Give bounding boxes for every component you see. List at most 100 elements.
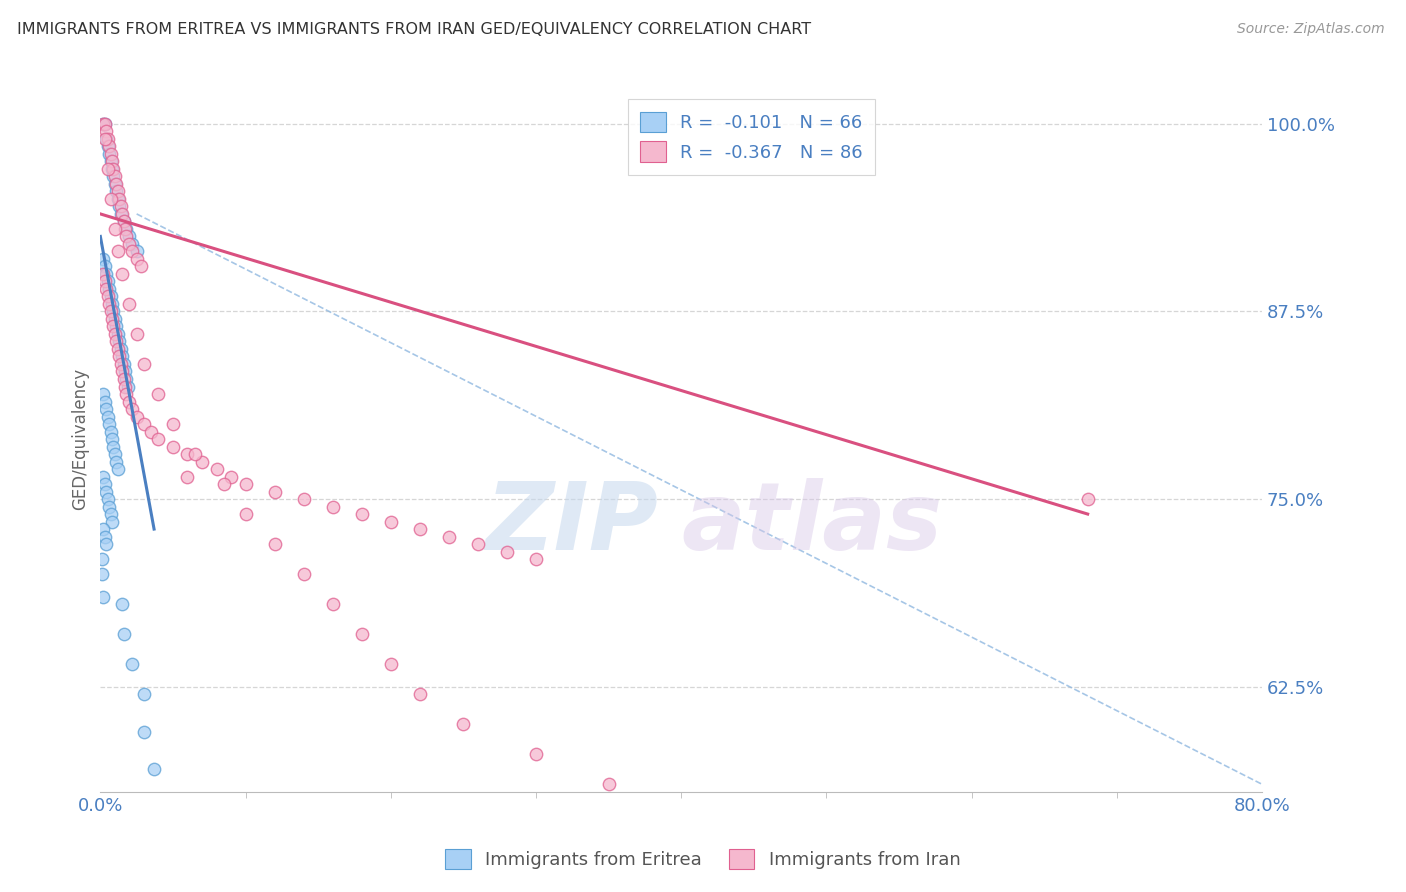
Point bbox=[104, 447, 127, 461]
Point bbox=[98, 147, 121, 161]
Point bbox=[108, 350, 131, 364]
Point bbox=[101, 161, 124, 176]
Point bbox=[125, 244, 148, 259]
Point bbox=[108, 334, 131, 349]
Point bbox=[91, 117, 114, 131]
Text: atlas: atlas bbox=[681, 478, 942, 570]
Point bbox=[132, 687, 155, 701]
Point bbox=[350, 627, 373, 641]
Point bbox=[97, 275, 120, 289]
Point bbox=[112, 214, 135, 228]
Point bbox=[111, 350, 134, 364]
Point bbox=[107, 185, 129, 199]
Point bbox=[118, 297, 141, 311]
Point bbox=[103, 169, 125, 184]
Point bbox=[104, 222, 127, 236]
Point bbox=[143, 762, 166, 776]
Point bbox=[380, 515, 402, 529]
Point bbox=[105, 334, 128, 349]
Point bbox=[112, 372, 135, 386]
Point bbox=[453, 717, 475, 731]
Point bbox=[263, 484, 285, 499]
Point bbox=[121, 244, 143, 259]
Point bbox=[125, 252, 148, 266]
Point bbox=[97, 132, 120, 146]
Point bbox=[598, 777, 620, 791]
Point bbox=[100, 304, 122, 318]
Point bbox=[409, 522, 432, 536]
Point bbox=[105, 454, 128, 468]
Point bbox=[93, 117, 115, 131]
Point bbox=[112, 214, 135, 228]
Point bbox=[111, 267, 134, 281]
Point bbox=[100, 192, 122, 206]
Point bbox=[98, 282, 121, 296]
Point bbox=[104, 312, 127, 326]
Point bbox=[93, 275, 115, 289]
Point bbox=[114, 364, 136, 378]
Point bbox=[100, 154, 122, 169]
Text: IMMIGRANTS FROM ERITREA VS IMMIGRANTS FROM IRAN GED/EQUIVALENCY CORRELATION CHAR: IMMIGRANTS FROM ERITREA VS IMMIGRANTS FR… bbox=[17, 22, 811, 37]
Point bbox=[107, 342, 129, 356]
Point bbox=[111, 207, 134, 221]
Point bbox=[96, 402, 118, 417]
Point bbox=[125, 409, 148, 424]
Point bbox=[121, 236, 143, 251]
Point bbox=[91, 117, 114, 131]
Point bbox=[97, 139, 120, 153]
Point bbox=[97, 409, 120, 424]
Point bbox=[129, 260, 152, 274]
Point bbox=[93, 117, 115, 131]
Point bbox=[93, 260, 115, 274]
Legend: R =  -0.101   N = 66, R =  -0.367   N = 86: R = -0.101 N = 66, R = -0.367 N = 86 bbox=[627, 99, 876, 175]
Point bbox=[103, 161, 125, 176]
Point bbox=[105, 177, 128, 191]
Point bbox=[98, 500, 121, 514]
Point bbox=[105, 319, 128, 334]
Point bbox=[104, 177, 127, 191]
Point bbox=[108, 192, 131, 206]
Point bbox=[162, 417, 184, 431]
Point bbox=[107, 326, 129, 341]
Point bbox=[111, 597, 134, 611]
Point bbox=[107, 192, 129, 206]
Point bbox=[117, 379, 139, 393]
Point bbox=[112, 357, 135, 371]
Point bbox=[96, 282, 118, 296]
Point bbox=[110, 342, 132, 356]
Point bbox=[121, 657, 143, 672]
Point bbox=[104, 169, 127, 184]
Point bbox=[91, 267, 114, 281]
Point bbox=[148, 432, 170, 446]
Point bbox=[100, 425, 122, 439]
Point bbox=[205, 462, 228, 476]
Point bbox=[98, 139, 121, 153]
Point bbox=[101, 515, 124, 529]
Point bbox=[97, 289, 120, 303]
Point bbox=[93, 394, 115, 409]
Point bbox=[322, 597, 344, 611]
Point bbox=[115, 387, 138, 401]
Point bbox=[98, 417, 121, 431]
Point bbox=[100, 289, 122, 303]
Point bbox=[105, 185, 128, 199]
Point bbox=[96, 267, 118, 281]
Point bbox=[110, 199, 132, 213]
Point bbox=[176, 469, 198, 483]
Point bbox=[112, 627, 135, 641]
Point bbox=[91, 469, 114, 483]
Point bbox=[93, 132, 115, 146]
Point bbox=[132, 417, 155, 431]
Point bbox=[114, 222, 136, 236]
Point bbox=[101, 297, 124, 311]
Text: Source: ZipAtlas.com: Source: ZipAtlas.com bbox=[1237, 22, 1385, 37]
Point bbox=[292, 491, 315, 506]
Point bbox=[132, 724, 155, 739]
Point bbox=[141, 425, 163, 439]
Point bbox=[350, 507, 373, 521]
Point bbox=[524, 747, 547, 761]
Point bbox=[90, 567, 112, 582]
Point bbox=[437, 530, 460, 544]
Point bbox=[104, 326, 127, 341]
Point bbox=[118, 394, 141, 409]
